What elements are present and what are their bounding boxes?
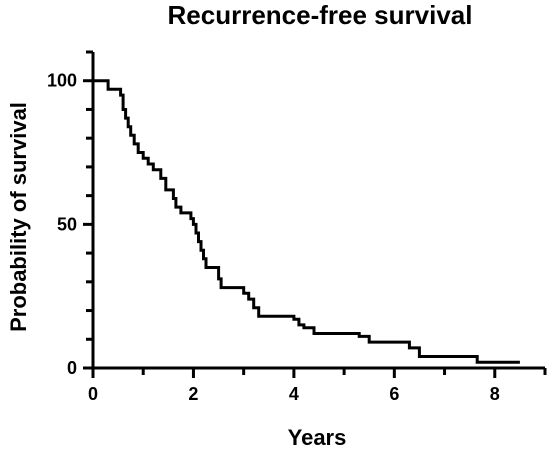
series-layer (93, 79, 520, 364)
x-tick-label: 8 (490, 384, 500, 404)
x-tick-label: 4 (289, 384, 299, 404)
axes: 0 50 100 0 2 4 6 8 (47, 50, 547, 404)
survival-step-line (93, 79, 520, 364)
x-tick-label: 0 (88, 384, 98, 404)
y-axis-label: Probability of survival (6, 102, 31, 332)
x-tick-label: 2 (188, 384, 198, 404)
x-axis-label: Years (288, 425, 347, 450)
chart-title: Recurrence-free survival (168, 0, 473, 30)
y-tick-label: 50 (57, 214, 77, 234)
y-tick-label: 0 (67, 358, 77, 378)
y-tick-label: 100 (47, 71, 77, 91)
x-tick-label: 6 (389, 384, 399, 404)
